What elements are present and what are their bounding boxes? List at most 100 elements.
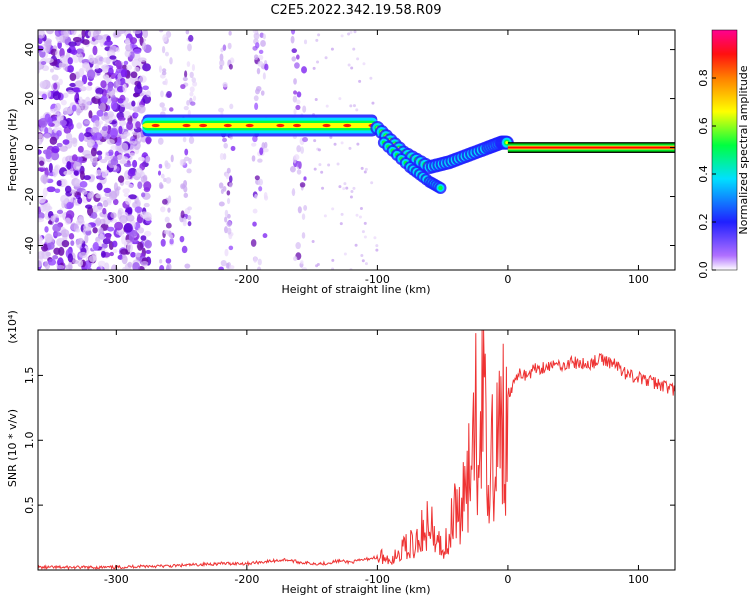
noise-blob	[343, 252, 347, 256]
ridge-peak	[276, 123, 285, 128]
noise-blob	[44, 40, 52, 48]
noise-blob	[74, 80, 84, 88]
noise-blob	[100, 95, 108, 104]
ridge-peak	[343, 123, 352, 128]
noise-blob	[226, 220, 232, 227]
noise-blob	[77, 197, 83, 204]
noise-blob	[160, 173, 165, 179]
noise-blob	[110, 128, 118, 139]
noise-blob	[296, 91, 302, 98]
noise-blob	[102, 66, 109, 74]
noise-blob	[137, 227, 145, 234]
noise-blob	[228, 63, 233, 70]
noise-blob	[356, 142, 360, 146]
noise-blob	[137, 57, 147, 63]
noise-blob	[290, 35, 295, 44]
y-tick-label: -40	[23, 237, 36, 255]
noise-blob	[296, 145, 302, 153]
noise-blob	[291, 48, 298, 54]
noise-blob	[44, 57, 54, 64]
noise-blob	[229, 103, 234, 110]
noise-blob	[76, 108, 81, 116]
noise-blob	[220, 259, 227, 267]
noise-blob	[157, 170, 162, 176]
noise-blob	[183, 156, 190, 162]
noise-blob	[63, 30, 71, 37]
noise-blob	[88, 110, 93, 119]
noise-blob	[67, 57, 73, 65]
colorbar-tick-label: 0.0	[697, 261, 710, 279]
x-tick-label: -200	[234, 573, 259, 586]
noise-blob	[68, 41, 77, 47]
noise-blob	[256, 67, 261, 75]
noise-blob	[56, 112, 64, 123]
noise-blob	[255, 88, 260, 95]
noise-blob	[229, 182, 233, 188]
noise-blob	[40, 203, 47, 213]
noise-blob	[85, 204, 93, 209]
noise-blob	[97, 227, 104, 235]
noise-blob	[142, 85, 149, 91]
noise-blob	[95, 119, 100, 127]
y-tick-label: 1.5	[23, 367, 36, 385]
noise-blob	[164, 78, 168, 86]
noise-blob	[83, 120, 91, 125]
noise-blob	[66, 132, 73, 141]
ridge-peak	[223, 123, 232, 128]
noise-blob	[340, 212, 344, 216]
noise-blob	[92, 241, 99, 251]
noise-blob	[184, 148, 189, 156]
noise-blob	[227, 42, 232, 50]
noise-blob	[104, 40, 113, 47]
noise-blob	[85, 85, 93, 91]
noise-blob	[137, 241, 144, 251]
noise-blob	[189, 71, 194, 79]
noise-blob	[81, 190, 88, 195]
y-tick-label: 20	[23, 92, 36, 106]
noise-blob	[52, 91, 62, 101]
noise-blob	[100, 80, 107, 89]
noise-blob	[124, 180, 131, 186]
noise-blob	[123, 131, 131, 137]
ridge-peak	[151, 123, 160, 128]
noise-blob	[224, 209, 229, 217]
noise-blob	[262, 33, 266, 40]
noise-blob	[66, 48, 72, 54]
noise-blob	[345, 186, 349, 190]
noise-blob	[114, 221, 124, 231]
noise-blob	[222, 153, 227, 160]
noise-blob	[180, 210, 185, 219]
noise-blob	[347, 32, 351, 36]
noise-blob	[68, 122, 74, 130]
noise-blob	[78, 214, 85, 222]
noise-blob	[225, 172, 230, 180]
noise-blob	[99, 102, 106, 112]
noise-blob	[262, 233, 268, 239]
noise-blob	[375, 248, 379, 252]
noise-blob	[301, 66, 307, 74]
noise-blob	[222, 44, 227, 51]
noise-blob	[359, 206, 363, 210]
noise-blob	[167, 195, 172, 204]
noise-blob	[95, 169, 102, 176]
noise-blob	[104, 191, 112, 198]
noise-blob	[78, 132, 85, 142]
noise-blob	[123, 110, 131, 119]
noise-blob	[360, 166, 364, 170]
noise-blob	[70, 240, 75, 246]
noise-blob	[101, 130, 108, 138]
noise-blob	[256, 266, 262, 270]
noise-blob	[50, 215, 56, 222]
noise-blob	[254, 102, 259, 111]
noise-blob	[293, 78, 297, 85]
noise-blob	[118, 229, 123, 237]
noise-blob	[360, 254, 364, 258]
noise-blob	[68, 260, 73, 270]
noise-blob	[130, 251, 136, 258]
ridge-peak	[182, 123, 191, 128]
noise-blob	[169, 107, 174, 112]
snr-scale-label: (x10⁴)	[6, 310, 19, 344]
noise-blob	[92, 30, 100, 39]
noise-blob	[224, 248, 229, 257]
noise-blob	[294, 62, 300, 69]
